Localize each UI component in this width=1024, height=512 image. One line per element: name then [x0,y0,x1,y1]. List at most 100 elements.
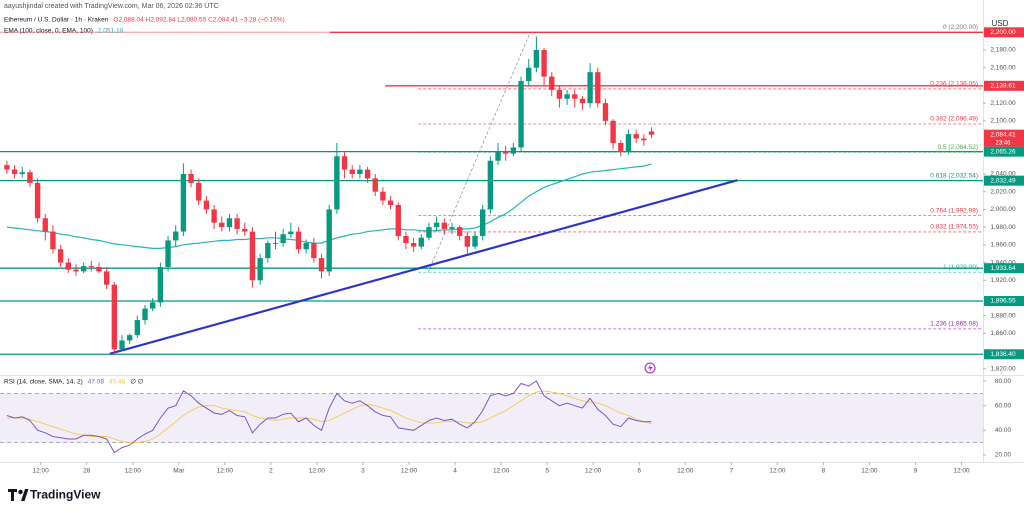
y-tick-label: 2,000.00 [990,206,1016,213]
candle-body [188,173,194,183]
candle-body [80,266,87,272]
rsi-band [0,393,983,443]
ema-legend: EMA (100, close, 0, EMA, 100) [4,28,93,35]
x-tick-label: 12:00 [677,468,694,475]
candle-body [126,335,133,341]
candle-body [134,320,141,336]
currency: USD [992,19,1009,28]
candle-body [295,231,302,250]
level-label-box [984,263,1024,274]
candle-body [180,173,187,232]
candle-body [27,172,33,183]
candle-body [372,178,378,192]
rsi-line [6,390,652,444]
y-tick-label: 2,020.00 [990,188,1016,195]
x-tick-label: 12:00 [125,468,142,475]
candle-body [42,218,48,232]
candle-body [4,165,10,170]
x-tick-label: 12:00 [769,468,786,475]
icon-bolt [648,364,653,372]
level-label-box [984,296,1024,307]
x-tick-label: 3 [361,468,365,475]
candle-body [150,302,156,309]
candle-body [219,222,225,228]
candle-body [633,134,639,139]
y-tick-label: 1,880.00 [990,312,1016,319]
candle-body [234,218,240,229]
ema-value: 2,051.18 [98,28,124,35]
candle-body [564,94,570,99]
level-label-box [984,80,1024,91]
candle-body [456,227,463,236]
current-price-label: 2,084.41 [990,131,1016,138]
candle-body [364,169,371,179]
candle-body [111,284,118,350]
x-tick-label: 8 [822,468,826,475]
candle-body [96,266,102,272]
level-label: 2,032.49 [990,177,1016,184]
candle-body [648,131,655,135]
logo-mark [8,489,17,501]
candle-body [211,209,217,223]
level-label: 1,933.64 [990,265,1016,272]
level-label: 1,896.55 [990,298,1016,305]
candle-body [19,172,25,174]
x-tick-label: 12:00 [861,468,878,475]
candle-body [357,169,363,174]
candle-body [303,243,309,250]
fib-label: 0.832 (1,974.55) [930,224,978,231]
candle-body [165,240,171,267]
rsi-tick-label: 20.00 [995,452,1012,459]
level-label: 2,139.61 [990,83,1016,90]
candle-body [587,72,593,104]
icon-ring [644,362,656,374]
candle-body [326,209,332,272]
level-label-box [984,349,1024,360]
rsi-value: 47.08 [88,379,105,386]
candle-body [318,258,325,272]
candle-body [341,156,348,170]
level-label: 2,200.00 [990,29,1016,36]
candle-body [257,258,263,281]
level-label: 2,065.26 [990,148,1016,155]
candle-body [272,243,279,245]
candle-body [50,231,56,250]
candle-body [265,243,271,259]
countdown: 23:46 [995,140,1011,146]
logo-slash [21,489,29,501]
x-tick-label: 12:00 [401,468,418,475]
level-label-box [984,27,1024,38]
x-tick-label: 12:00 [33,468,50,475]
candle-body [242,228,248,232]
rsi-ma-value: 45.46 [109,379,126,386]
candle-body [226,218,233,228]
x-tick-label: 12:00 [493,468,510,475]
candle-body [65,262,71,270]
candle-body [410,243,417,247]
candle-body [518,81,524,148]
candle-body [433,222,440,228]
x-tick-label: 5 [545,468,549,475]
legend-backdrop [0,0,330,38]
candle-body [549,76,555,90]
fib-label: 0.382 (2,096.49) [930,116,978,123]
candle-body [533,50,540,68]
candle-body [579,98,586,104]
candle-body [403,235,409,244]
candle-body [472,235,478,247]
candle-body [541,50,547,77]
fib-label: 0 (2,200.00) [943,24,978,31]
rsi-extra: ∅ ∅ [130,379,143,386]
fib-label: 0.764 (1,992.98) [930,207,978,214]
candle-body [157,266,164,303]
fib-label: 0.236 (2,136.05) [930,81,978,88]
fib-label: 1.236 (1,865.08) [930,321,978,328]
rsi-legend: RSI (14, close, SMA, 14, 2) [4,379,83,386]
y-tick-label: 2,100.00 [990,118,1016,125]
level-label: 1,836.40 [990,351,1016,358]
candle-body [311,243,317,259]
y-tick-label: 2,040.00 [990,171,1016,178]
fib-label: 0.618 (2,032.54) [930,172,978,179]
marks: 2,180.00 2,160.00 2,120.00 2,100.00 2,040.00… [0,24,1024,475]
